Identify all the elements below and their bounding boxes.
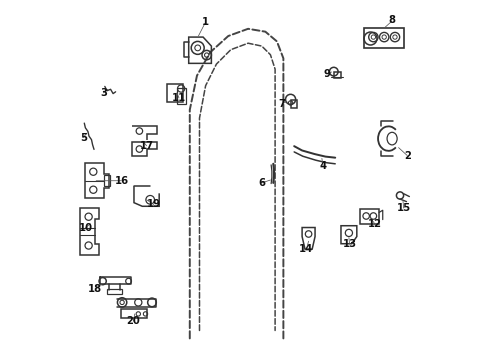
Text: 3: 3 xyxy=(100,88,106,98)
Bar xyxy=(363,28,404,48)
Text: 1: 1 xyxy=(201,17,208,27)
Text: 19: 19 xyxy=(146,199,161,210)
Text: 10: 10 xyxy=(78,222,92,233)
Bar xyxy=(333,72,340,78)
Bar xyxy=(360,209,378,224)
Text: 11: 11 xyxy=(171,93,186,103)
Text: 17: 17 xyxy=(139,141,153,151)
Text: 18: 18 xyxy=(88,284,102,294)
Bar xyxy=(121,309,146,318)
Text: 15: 15 xyxy=(396,203,410,213)
Text: 2: 2 xyxy=(403,150,410,161)
Text: 9: 9 xyxy=(323,69,330,79)
Bar xyxy=(106,289,122,294)
Text: 7: 7 xyxy=(278,99,285,109)
Text: 4: 4 xyxy=(319,161,326,171)
Text: 20: 20 xyxy=(126,316,140,326)
Bar xyxy=(103,175,110,186)
Bar xyxy=(167,84,182,102)
Text: 8: 8 xyxy=(387,15,394,25)
Bar xyxy=(176,88,185,104)
Text: 14: 14 xyxy=(299,244,313,254)
Text: 16: 16 xyxy=(114,176,128,186)
Text: 6: 6 xyxy=(258,178,264,188)
Text: 13: 13 xyxy=(342,239,356,249)
Text: 5: 5 xyxy=(80,132,86,143)
Text: 12: 12 xyxy=(367,219,381,229)
Bar xyxy=(290,100,297,108)
